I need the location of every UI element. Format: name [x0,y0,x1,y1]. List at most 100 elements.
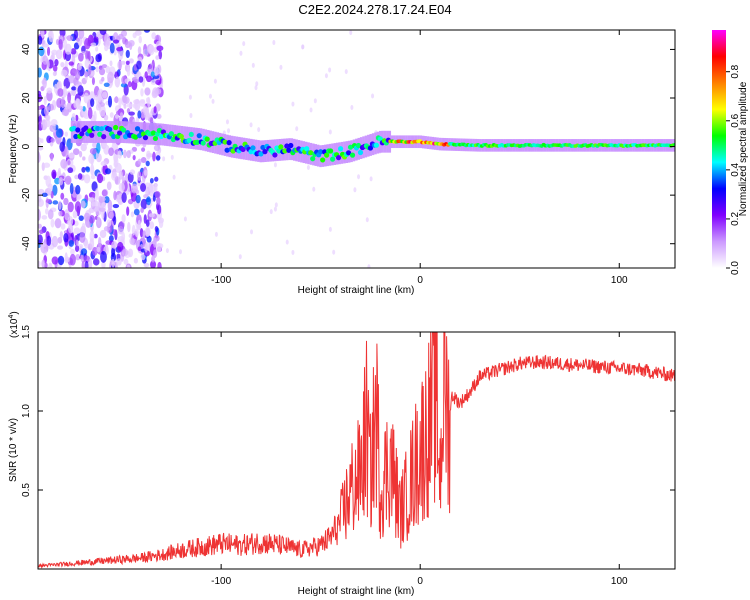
noise-blob [104,33,110,46]
noise-blob [51,169,57,179]
noise-blob [94,95,98,101]
noise-blob [324,73,328,79]
noise-blob [72,210,78,219]
ridge-cell [272,152,278,158]
noise-blob [117,150,122,159]
noise-blob [129,42,133,50]
noise-blob [251,62,255,68]
noise-blob [108,147,114,156]
noise-blob [127,221,131,233]
noise-blob [349,30,353,36]
noise-blob [104,168,112,175]
noise-blob [96,216,101,225]
noise-blob [273,162,277,168]
noise-blob [68,74,76,84]
colorbar-tick-label: 0.0 [730,261,741,275]
noise-blob [133,208,140,216]
noise-blob [38,234,43,245]
ridge-cell [132,134,139,140]
noise-blob [170,154,174,160]
noise-blob [118,33,124,40]
noise-blob [68,61,75,66]
noise-blob [121,248,129,257]
noise-blob [60,62,65,68]
ridge-cell [230,148,236,154]
noise-blob [110,252,117,262]
noise-blob [45,198,52,204]
ridge-cell [186,137,192,143]
noise-blob [124,173,129,183]
ridge-cell [335,155,342,161]
noise-blob [46,235,52,247]
ridge-cell [349,152,356,158]
noise-blob [125,49,130,59]
noise-blob [88,258,93,268]
noise-blob [144,87,151,96]
noise-blob [90,42,97,47]
noise-blob [126,206,130,216]
noise-blob [143,262,150,268]
noise-blob [88,197,95,202]
noise-blob [38,145,44,151]
ridge-cell [113,124,119,131]
noise-blob [113,215,117,226]
noise-blob [92,142,98,148]
noise-blob [59,141,65,152]
noise-blob [73,42,80,50]
noise-blob [141,147,146,152]
noise-blob [75,254,81,261]
colorbar-tick-label: 0.2 [730,212,741,226]
noise-blob [66,102,71,110]
noise-blob [148,44,155,56]
snr-x-label: Height of straight line (km) [298,586,415,597]
noise-blob [38,46,45,57]
noise-blob [104,196,110,204]
ridge-cell [194,139,200,145]
snr-y-multiplier-close: ) [9,311,20,314]
noise-blob [41,259,46,268]
ridge-halo [221,133,224,156]
colorbar-tick-label: 0.4 [730,162,741,176]
noise-blob [48,262,53,268]
noise-blob [143,30,151,33]
noise-blob [109,42,115,54]
noise-blob [179,249,183,255]
noise-blob [85,167,91,173]
noise-blob [132,155,136,161]
ridge-halo [328,143,332,166]
noise-blob [60,69,68,77]
noise-blob [60,159,68,169]
ridge-cell [347,144,354,150]
y-tick-label: 0 [21,143,32,149]
noise-blob [273,206,277,212]
noise-blob [132,102,138,109]
noise-blob [350,105,354,111]
noise-blob [156,196,161,206]
noise-blob [98,195,103,203]
noise-blob [158,50,163,60]
chart-title: C2E2.2024.278.17.24.E04 [298,2,452,17]
noise-blob [84,260,89,268]
noise-blob [92,258,100,266]
noise-blob [70,48,77,55]
noise-blob [369,176,373,182]
noise-blob [118,182,125,192]
noise-blob [58,200,62,210]
x-tick-label: 100 [611,576,628,587]
noise-blob [38,67,42,78]
ridge-halo [223,134,227,156]
noise-blob [101,76,105,82]
ridge-cell [83,125,89,131]
noise-blob [154,87,162,95]
noise-blob [313,98,317,104]
noise-blob [137,171,142,182]
noise-blob [63,77,71,89]
noise-blob [84,38,91,50]
noise-blob [93,233,98,239]
noise-blob [285,239,289,245]
noise-blob [63,197,69,206]
noise-blob [129,237,135,245]
noise-blob [137,246,142,252]
noise-blob [51,49,58,56]
ridge-halo [195,127,198,150]
